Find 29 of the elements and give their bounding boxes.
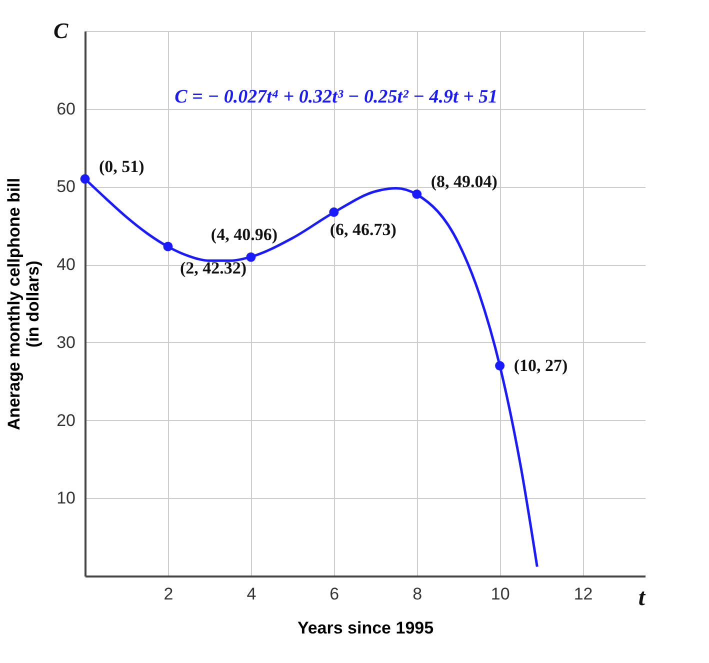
x-tick-label: 4 — [246, 584, 256, 604]
y-tick-label: 60 — [56, 99, 76, 118]
point — [246, 252, 256, 262]
x-tick-label: 8 — [412, 584, 422, 604]
annotation: C = − 0.027t⁴ + 0.32t³ − 0.25t² − 4.9t + 51 — [174, 86, 498, 108]
data-label: (4, 40.96) — [210, 225, 278, 244]
y-tick-label: 20 — [56, 410, 76, 430]
x-axis-title: Years since 1995 — [297, 618, 434, 638]
data-label: (0, 51) — [99, 156, 144, 176]
y-axis-title: Anerage monthly cellphone bill (in dollars) — [4, 178, 43, 430]
point — [495, 361, 505, 371]
y-tick-label: 50 — [56, 177, 76, 196]
data-label: (10, 27) — [514, 356, 568, 375]
x-tick-label: 12 — [574, 584, 593, 604]
y-tick-label: 10 — [56, 488, 76, 508]
text: t — [638, 584, 646, 611]
y-tick-label: 30 — [56, 332, 76, 352]
x-tick-label: 2 — [164, 584, 174, 604]
data-label: (6, 46.73) — [330, 220, 396, 240]
x-tick-label: 10 — [490, 584, 510, 604]
x-tick-label: 6 — [330, 584, 340, 604]
point — [163, 242, 173, 252]
point — [80, 174, 90, 184]
y-tick-label: 40 — [56, 255, 76, 274]
text: C — [54, 18, 69, 43]
point — [329, 207, 339, 217]
data-label: (2, 42.32) — [180, 258, 247, 278]
data-label: (8, 49.04) — [430, 172, 498, 192]
point — [412, 189, 422, 199]
